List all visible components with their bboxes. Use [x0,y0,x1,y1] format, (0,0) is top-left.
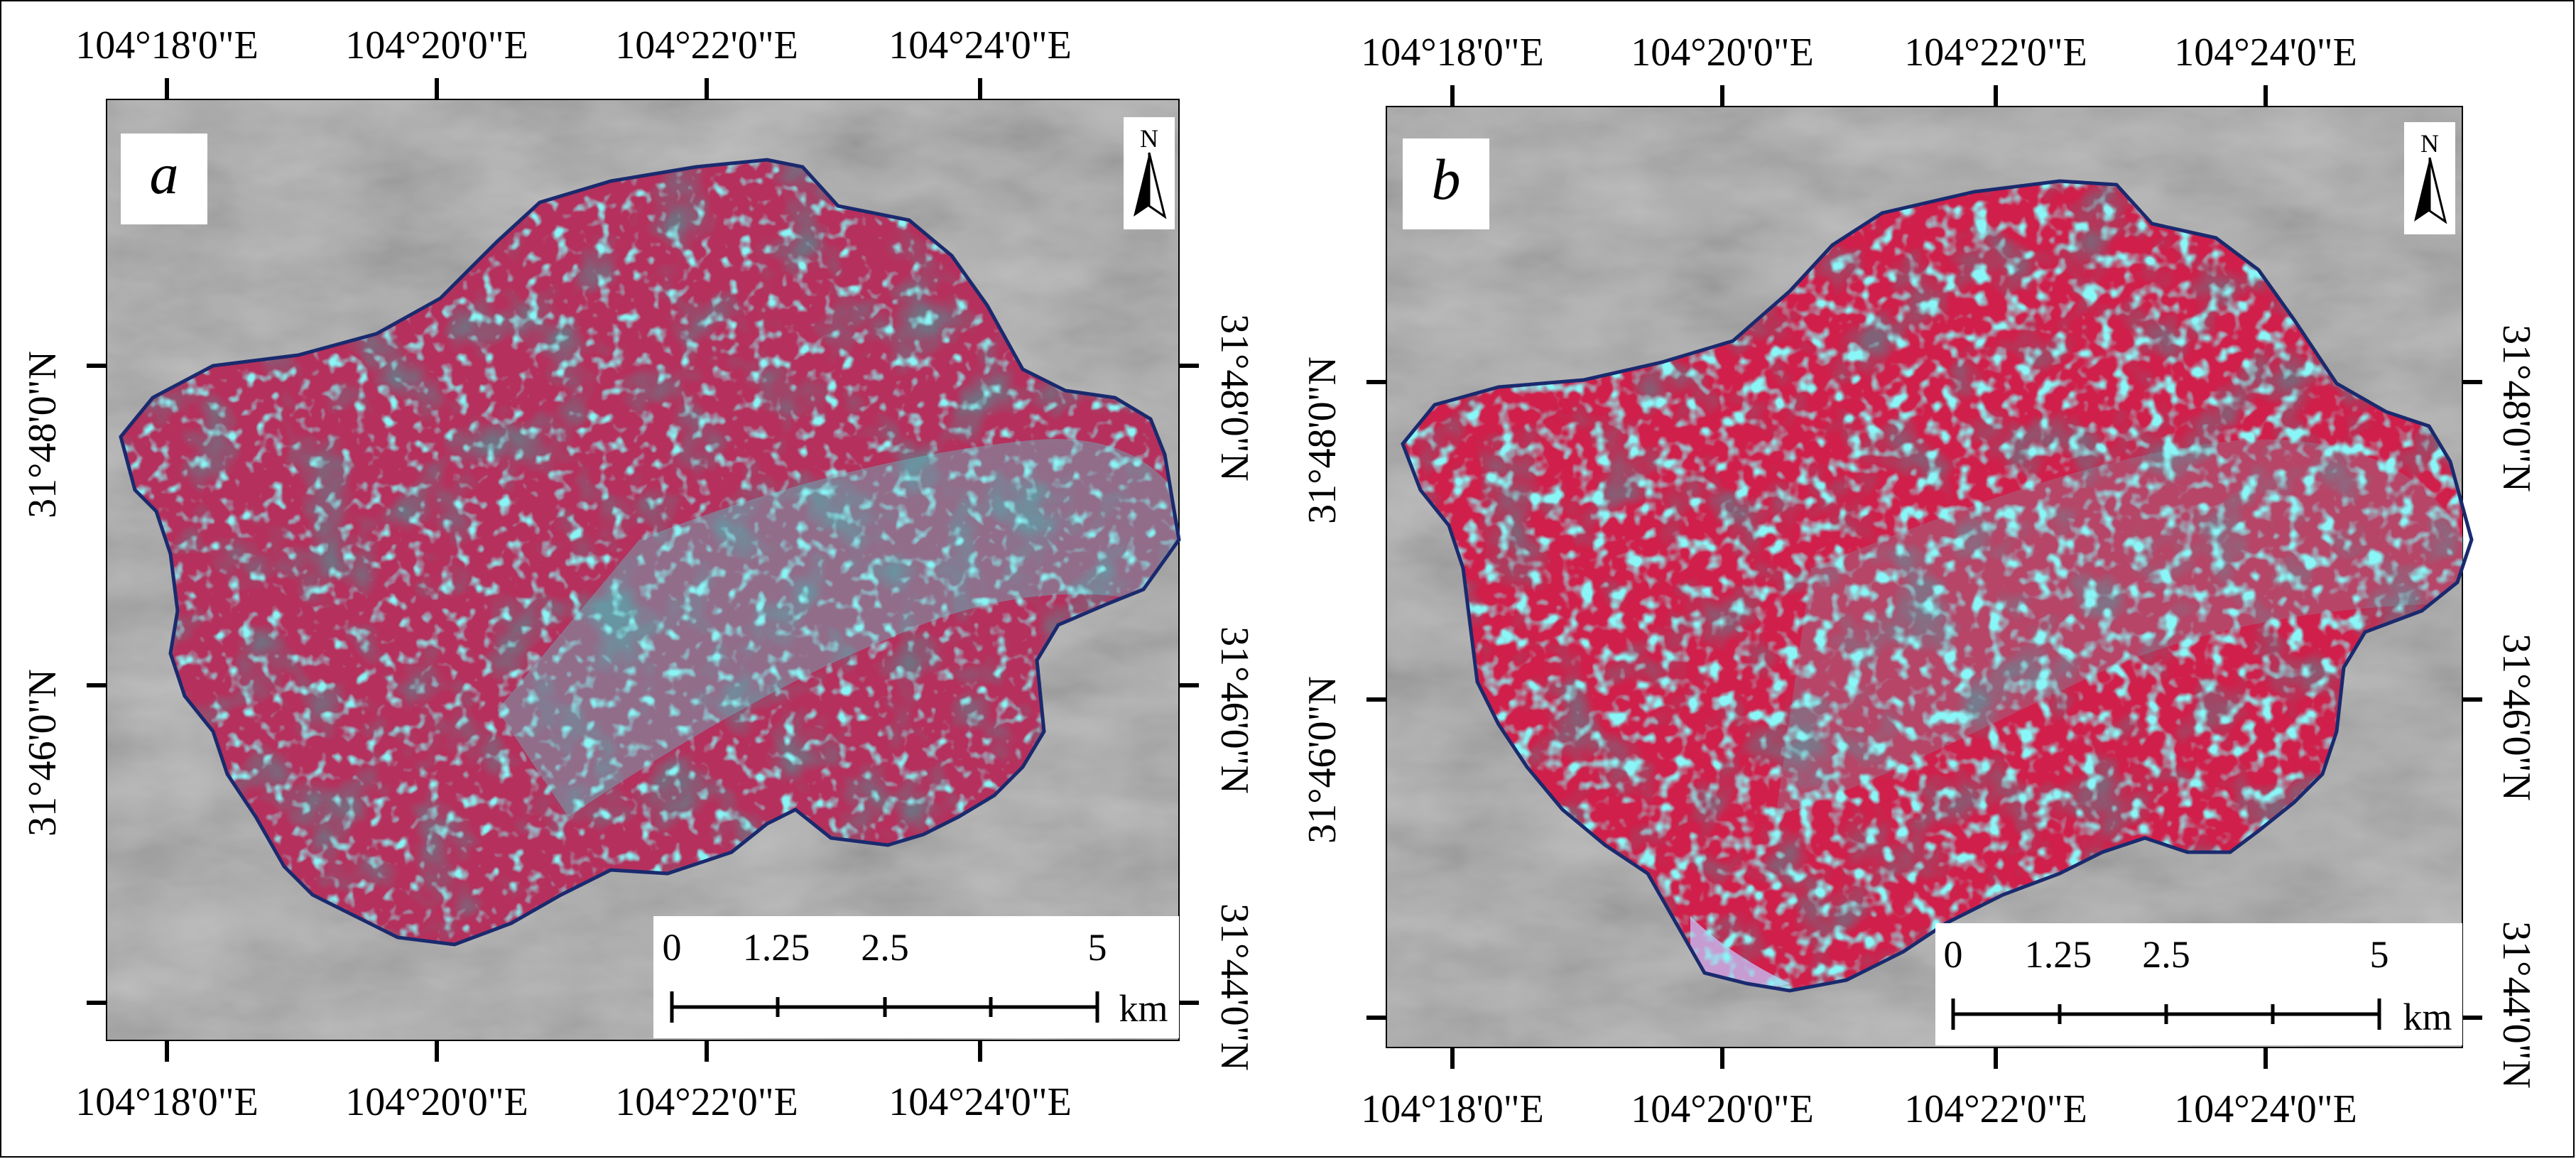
svg-text:104°22'0"E: 104°22'0"E [1904,31,2087,75]
svg-text:1.25: 1.25 [2025,933,2092,976]
svg-text:N: N [1140,124,1158,153]
svg-text:104°20'0"E: 104°20'0"E [1631,1087,1814,1131]
svg-text:1.25: 1.25 [743,926,810,969]
panel-b-top-longitude-labels: 104°18'0"E 104°20'0"E 104°22'0"E 104°24'… [1361,31,2357,75]
svg-text:km: km [1119,987,1168,1030]
panel-a-right-latitude-labels: 31°44'0"N 31°46'0"N 31°48'0"N [1212,314,1256,1071]
svg-text:km: km [2403,996,2452,1038]
svg-text:0: 0 [663,926,682,969]
svg-text:31°46'0"N: 31°46'0"N [1300,676,1344,844]
panel-a-north-arrow-icon: N [1124,117,1175,229]
panel-a: a N 0 1.25 2.5 5 km 104°18'0"E 104°20'0 [21,23,1256,1124]
svg-text:104°24'0"E: 104°24'0"E [888,1080,1072,1124]
panel-a-top-ticks [165,78,982,99]
svg-text:104°22'0"E: 104°22'0"E [615,23,798,67]
panel-a-label: a [150,141,179,206]
svg-text:104°20'0"E: 104°20'0"E [345,23,528,67]
svg-text:31°44'0"N: 31°44'0"N [1212,903,1256,1071]
panel-b-bottom-longitude-labels: 104°18'0"E 104°20'0"E 104°22'0"E 104°24'… [1361,1087,2357,1131]
panel-a-scale-bar: 0 1.25 2.5 5 km [653,916,1179,1038]
svg-text:31°48'0"N: 31°48'0"N [1300,357,1344,524]
svg-text:104°24'0"E: 104°24'0"E [2174,31,2357,75]
panel-b-watershed-boundary [1401,179,2474,993]
svg-text:104°18'0"E: 104°18'0"E [75,23,259,67]
svg-text:5: 5 [2370,933,2389,976]
panel-a-right-ticks [1179,364,1199,1005]
panel-b-right-latitude-labels: 31°44'0"N 31°46'0"N 31°48'0"N [2494,325,2538,1089]
panel-b-label-box [1403,138,1489,229]
svg-text:104°18'0"E: 104°18'0"E [75,1080,259,1124]
panel-b-bottom-ticks [1450,1048,2268,1069]
svg-text:31°46'0"N: 31°46'0"N [2494,633,2538,801]
panel-b-scale-bar: 0 1.25 2.5 5 km [1935,923,2462,1045]
svg-text:104°18'0"E: 104°18'0"E [1361,31,1544,75]
panel-b-left-latitude-labels: 31°46'0"N 31°48'0"N [1300,357,1344,844]
panel-a-left-latitude-labels: 31°46'0"N 31°48'0"N [21,351,65,837]
panel-b-top-ticks [1450,85,2268,107]
svg-text:0: 0 [1944,933,1963,976]
svg-text:104°22'0"E: 104°22'0"E [615,1080,798,1124]
panel-b-left-ticks [1366,380,1386,1020]
panel-a-watershed-boundary [119,158,1181,947]
svg-text:31°48'0"N: 31°48'0"N [1212,314,1256,481]
panel-a-basemap-border [106,99,1180,1041]
panel-b-basemap-border [1386,106,2463,1048]
svg-text:31°48'0"N: 31°48'0"N [21,351,65,518]
svg-text:5: 5 [1088,926,1107,969]
panel-a-bottom-longitude-labels: 104°18'0"E 104°20'0"E 104°22'0"E 104°24'… [75,1080,1072,1124]
svg-text:104°24'0"E: 104°24'0"E [888,23,1072,67]
svg-text:104°20'0"E: 104°20'0"E [1631,31,1814,75]
panel-a-left-ticks [87,364,107,1005]
svg-text:31°44'0"N: 31°44'0"N [2494,921,2538,1089]
svg-text:N: N [2420,129,2439,158]
panel-a-top-longitude-labels: 104°18'0"E 104°20'0"E 104°22'0"E 104°24'… [75,23,1072,67]
svg-text:31°46'0"N: 31°46'0"N [1212,626,1256,794]
svg-text:104°22'0"E: 104°22'0"E [1904,1087,2087,1131]
panel-a-bottom-ticks [165,1040,982,1062]
svg-text:2.5: 2.5 [2142,933,2190,976]
panel-a-label-box [121,134,207,224]
panel-b-label: b [1432,147,1461,212]
svg-text:31°48'0"N: 31°48'0"N [2494,325,2538,492]
panel-b: b N 0 1.25 2.5 5 km 104°18'0"E 104°20'0 [1300,31,2538,1131]
panel-b-right-ticks [2462,380,2482,1020]
svg-text:104°18'0"E: 104°18'0"E [1361,1087,1544,1131]
svg-text:104°24'0"E: 104°24'0"E [2174,1087,2357,1131]
svg-text:31°46'0"N: 31°46'0"N [21,669,65,837]
svg-text:2.5: 2.5 [861,926,909,969]
svg-text:104°20'0"E: 104°20'0"E [345,1080,528,1124]
panel-b-north-arrow-icon: N [2404,122,2455,234]
